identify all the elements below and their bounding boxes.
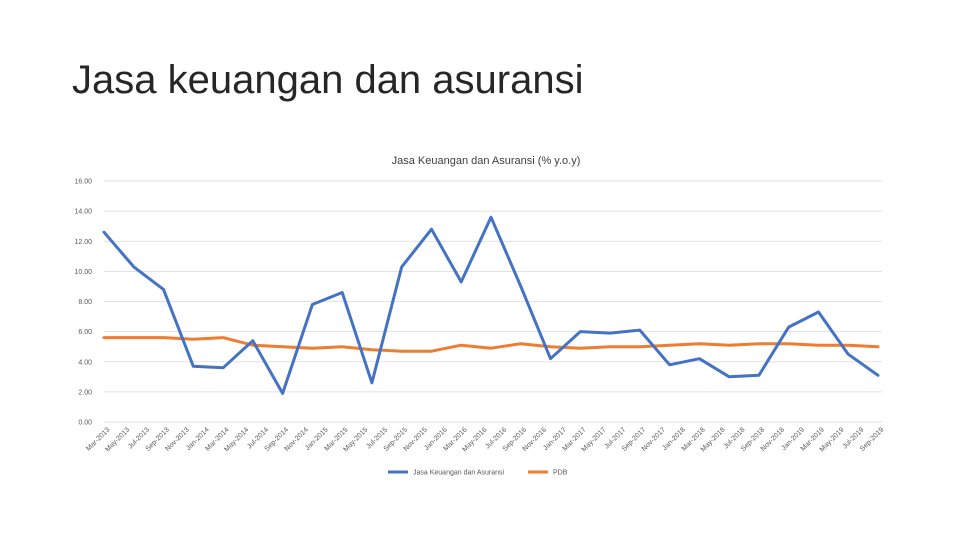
y-tick-label: 8.00	[78, 299, 92, 306]
series-line-pdb	[102, 336, 880, 353]
series-lines	[102, 215, 880, 395]
y-tick-label: 12.00	[74, 239, 92, 246]
x-axis: Mar-2013May-2013Jul-2013Sep-2013Nov-2013…	[85, 426, 885, 453]
chart-title: Jasa Keuangan dan Asuransi (% y.o.y)	[392, 155, 581, 167]
legend-label: PDB	[553, 470, 568, 477]
y-tick-label: 14.00	[74, 209, 92, 216]
y-axis: 0.00 2.00 4.00 6.00 8.00 10.00 12.00 14.00 16.00	[74, 179, 92, 427]
slide-title: Jasa keuangan dan asuransi	[72, 58, 584, 102]
y-tick-label: 4.00	[78, 359, 92, 366]
series-line-jasa-keuangan	[102, 215, 880, 395]
y-tick-label: 2.00	[78, 389, 92, 396]
y-tick-label: 0.00	[78, 420, 92, 427]
legend-label: Jasa Keuangan dan Asuransi	[413, 470, 505, 477]
y-tick-label: 16.00	[74, 179, 92, 186]
y-tick-label: 6.00	[78, 329, 92, 336]
gridlines	[104, 180, 882, 423]
y-tick-label: 10.00	[74, 269, 92, 276]
legend: Jasa Keuangan dan Asuransi PDB	[388, 470, 568, 477]
